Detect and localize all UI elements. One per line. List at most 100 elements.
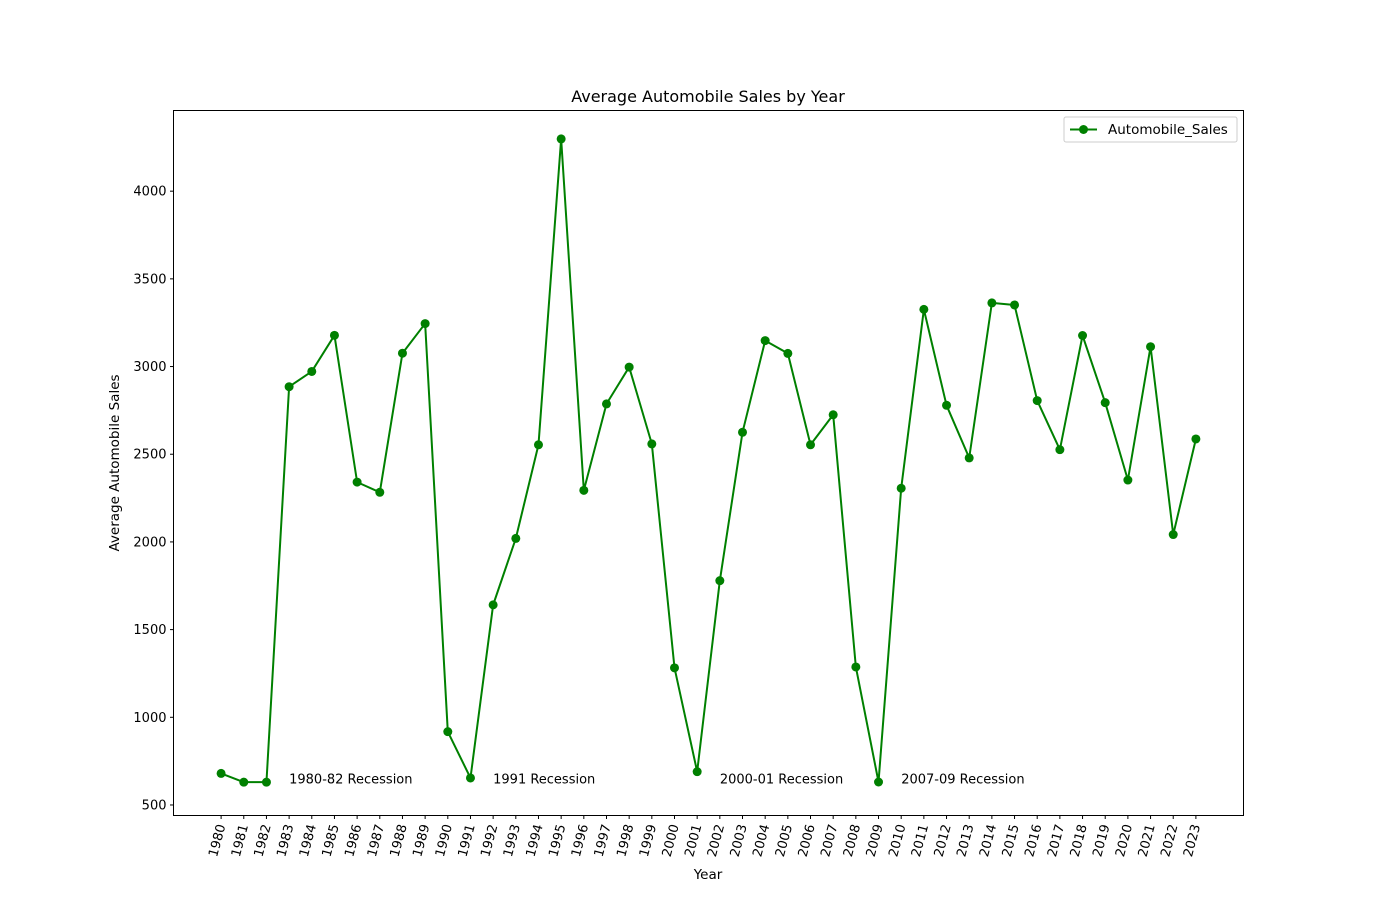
x-axis-ticks: 1980 1981 1982 1983 1984 1985 1986 1987 1988 1989… (206, 815, 1204, 859)
data-point (465, 773, 475, 783)
y-tick-label: 4000 (133, 185, 166, 200)
x-axis-label: Year (693, 867, 723, 883)
data-point (919, 304, 929, 314)
data-point (783, 348, 793, 358)
x-tick-label: 2020 (1113, 823, 1136, 859)
data-point (397, 348, 407, 358)
series-group (216, 134, 1201, 787)
data-point (806, 440, 816, 450)
data-point (1191, 434, 1201, 444)
x-tick-label: 1980 (206, 823, 229, 859)
y-tick-label: 3500 (133, 272, 166, 287)
x-tick-label: 2021 (1136, 823, 1159, 859)
x-tick-label: 1990 (433, 823, 456, 859)
data-point (669, 663, 679, 673)
data-point (216, 768, 226, 778)
y-axis-ticks: 500 1000 1500 2000 2500 3000 3500 4000 (133, 185, 174, 813)
x-tick-label: 1999 (637, 823, 660, 859)
data-point (284, 382, 294, 392)
data-point (1010, 300, 1020, 310)
data-point (874, 777, 884, 787)
x-tick-label: 1998 (614, 823, 637, 859)
plot-frame (173, 110, 1244, 816)
data-point (511, 533, 521, 543)
x-tick-label: 2016 (1022, 823, 1045, 859)
x-tick-label: 2017 (1045, 823, 1068, 859)
data-point (1032, 396, 1042, 406)
chart-title: Average Automobile Sales by Year (571, 87, 845, 106)
data-point (579, 485, 589, 495)
recession-annotation: 2000-01 Recession (720, 773, 843, 788)
data-point (896, 483, 906, 493)
data-point (1123, 475, 1133, 485)
data-point (1100, 398, 1110, 408)
x-tick-label: 2022 (1158, 823, 1181, 859)
data-point (443, 727, 453, 737)
y-axis-label: Average Automobile Sales (107, 374, 123, 551)
data-point (1078, 331, 1088, 341)
series-line (220, 137, 1197, 784)
legend: Automobile_Sales (1063, 116, 1238, 143)
data-point (942, 400, 952, 410)
y-tick-label: 2000 (133, 535, 166, 550)
x-tick-label: 1987 (365, 823, 388, 859)
data-point (987, 298, 997, 308)
data-point (352, 477, 362, 487)
x-tick-label: 2011 (909, 823, 932, 859)
x-tick-label: 2004 (750, 823, 773, 859)
x-tick-label: 1984 (297, 823, 320, 859)
data-point (760, 336, 770, 346)
x-tick-label: 2019 (1090, 823, 1113, 859)
legend-label: Automobile_Sales (1108, 122, 1228, 138)
x-tick-label: 2018 (1068, 823, 1091, 859)
x-tick-label: 1988 (388, 823, 411, 859)
x-tick-label: 2023 (1181, 823, 1204, 859)
x-tick-label: 2007 (818, 823, 841, 859)
data-point (307, 366, 317, 376)
y-tick-label: 500 (142, 798, 167, 813)
x-tick-label: 2008 (841, 823, 864, 859)
x-tick-label: 1989 (410, 823, 433, 859)
x-tick-label: 1997 (592, 823, 615, 859)
data-point (375, 487, 385, 497)
data-point (261, 777, 271, 787)
x-tick-label: 2003 (728, 823, 751, 859)
data-point (647, 439, 657, 449)
data-point (488, 600, 498, 610)
data-point (1168, 530, 1178, 540)
data-point (601, 399, 611, 409)
recession-annotation: 2007-09 Recession (901, 773, 1024, 788)
data-point (329, 330, 339, 340)
recession-annotation: 1991 Recession (493, 773, 595, 788)
data-point (1055, 445, 1065, 455)
annotations: 1980-82 Recession 1991 Recession 2000-01 R… (289, 773, 1024, 788)
x-tick-label: 2014 (977, 823, 1000, 859)
data-point (420, 319, 430, 329)
y-tick-label: 2500 (133, 448, 166, 463)
data-point (533, 440, 543, 450)
x-tick-label: 1982 (252, 823, 275, 859)
data-point (624, 362, 634, 372)
data-point (556, 134, 566, 144)
legend-marker (1079, 125, 1088, 134)
data-point (738, 427, 748, 437)
x-tick-label: 1996 (569, 823, 592, 859)
y-tick-label: 1500 (133, 623, 166, 638)
x-tick-label: 2006 (796, 823, 819, 859)
x-tick-label: 2013 (954, 823, 977, 859)
x-tick-label: 1994 (524, 823, 547, 859)
x-tick-label: 1995 (546, 823, 569, 859)
data-point (1146, 342, 1156, 352)
data-point (964, 453, 974, 463)
x-tick-label: 1993 (501, 823, 524, 859)
x-tick-label: 2010 (886, 823, 909, 859)
x-tick-label: 1991 (456, 823, 479, 859)
x-tick-label: 2005 (773, 823, 796, 859)
x-tick-label: 1985 (320, 823, 343, 859)
data-point (715, 576, 725, 586)
legend-box (1063, 116, 1238, 143)
data-point (692, 767, 702, 777)
x-tick-label: 2000 (660, 823, 683, 859)
y-tick-label: 1000 (133, 711, 166, 726)
x-tick-label: 1992 (478, 823, 501, 859)
